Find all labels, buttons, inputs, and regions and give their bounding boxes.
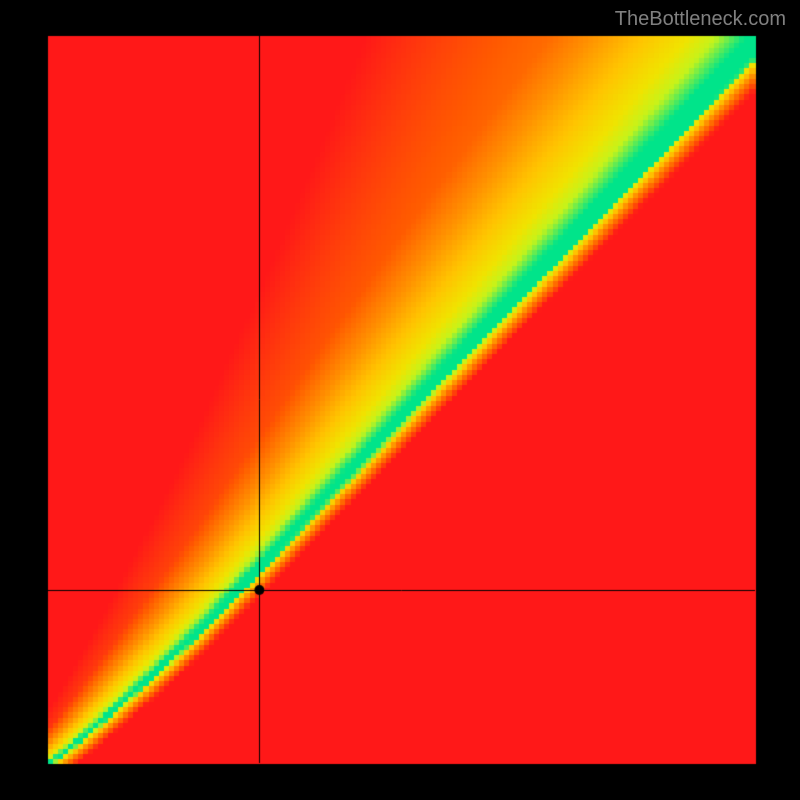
bottleneck-heatmap bbox=[0, 0, 800, 800]
chart-frame bbox=[0, 0, 800, 800]
attribution-text: TheBottleneck.com bbox=[615, 8, 786, 31]
chart-container: TheBottleneck.com bbox=[0, 0, 800, 800]
